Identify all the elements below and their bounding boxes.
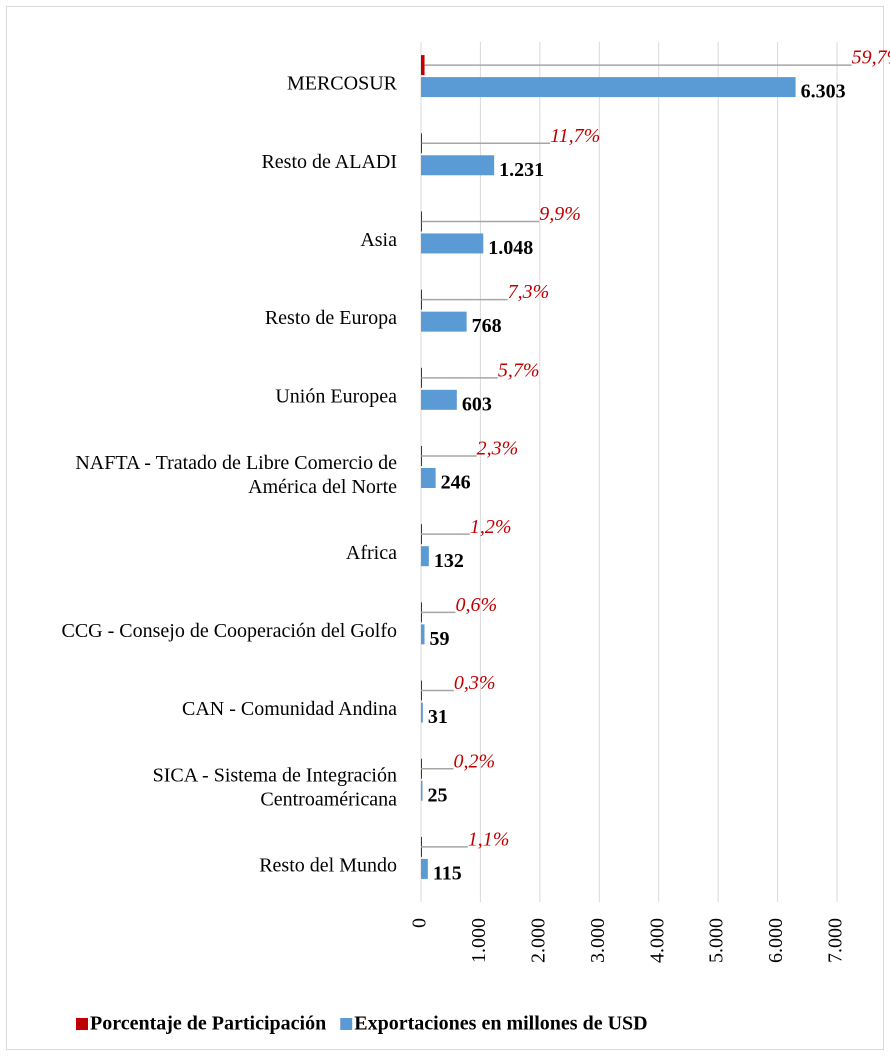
legend-label: Exportaciones en millones de USD (354, 1013, 647, 1035)
category-label: Asia (360, 229, 397, 251)
export-bar (421, 702, 423, 723)
pct-label: 0,3% (454, 672, 496, 694)
category-label: Africa (346, 542, 397, 564)
pct-label: 2,3% (477, 438, 519, 460)
category-label: Unión Europea (275, 385, 397, 407)
export-bar (421, 155, 495, 176)
pct-label: 59,7% (852, 47, 890, 69)
category-label: MERCOSUR (287, 73, 398, 95)
export-label: 31 (428, 706, 448, 728)
export-bar (421, 624, 425, 645)
x-tick-label: 4.000 (646, 918, 668, 963)
x-tick-label: 5.000 (706, 918, 728, 963)
x-tick-label: 7.000 (825, 918, 847, 963)
x-tick-label: 2.000 (527, 918, 549, 963)
pct-label: 1,2% (470, 516, 512, 538)
pct-label: 1,1% (468, 829, 510, 851)
export-label: 768 (472, 315, 502, 337)
x-tick-label: 1.000 (468, 918, 490, 963)
export-bar (421, 858, 428, 879)
pct-bar (421, 211, 422, 232)
export-bar (421, 468, 436, 488)
category-label: Resto de ALADI (261, 151, 397, 173)
category-label: Resto del Mundo (259, 855, 397, 877)
pct-bar (421, 55, 425, 76)
legend-swatch (340, 1018, 353, 1030)
export-label: 246 (441, 472, 471, 494)
export-bar (421, 546, 429, 567)
export-label: 1.048 (488, 237, 533, 259)
export-bar (421, 780, 423, 801)
export-label: 115 (433, 863, 462, 885)
export-label: 59 (430, 628, 450, 650)
pct-label: 7,3% (508, 281, 550, 303)
pct-bar (421, 133, 422, 154)
export-bar (421, 311, 467, 332)
pct-label: 0,2% (453, 750, 495, 772)
export-label: 6.303 (801, 81, 846, 103)
pct-label: 11,7% (550, 125, 600, 147)
legend-swatch (76, 1018, 88, 1030)
pct-label: 0,6% (456, 594, 498, 616)
category-label: CCG - Consejo de Cooperación del Golfo (62, 620, 398, 642)
legend-label: Porcentaje de Participación (90, 1013, 326, 1035)
x-tick-label: 3.000 (587, 918, 609, 963)
chart-border (6, 6, 884, 1050)
pct-label: 9,9% (539, 203, 581, 225)
export-label: 25 (427, 784, 447, 806)
x-tick-label: 0 (409, 918, 431, 928)
export-bar (421, 389, 457, 410)
export-label: 603 (462, 393, 492, 415)
x-tick-label: 6.000 (765, 918, 787, 963)
export-label: 132 (434, 550, 464, 572)
category-label: NAFTA - Tratado de Libre Comercio de Amé… (75, 452, 397, 498)
export-bar (421, 233, 484, 254)
export-bar (421, 77, 796, 98)
export-label: 1.231 (499, 159, 544, 181)
category-label: Resto de Europa (265, 307, 397, 329)
pct-label: 5,7% (498, 359, 540, 381)
category-label: CAN - Comunidad Andina (182, 698, 397, 720)
category-label: SICA - Sistema de Integración Centroamér… (153, 764, 398, 810)
